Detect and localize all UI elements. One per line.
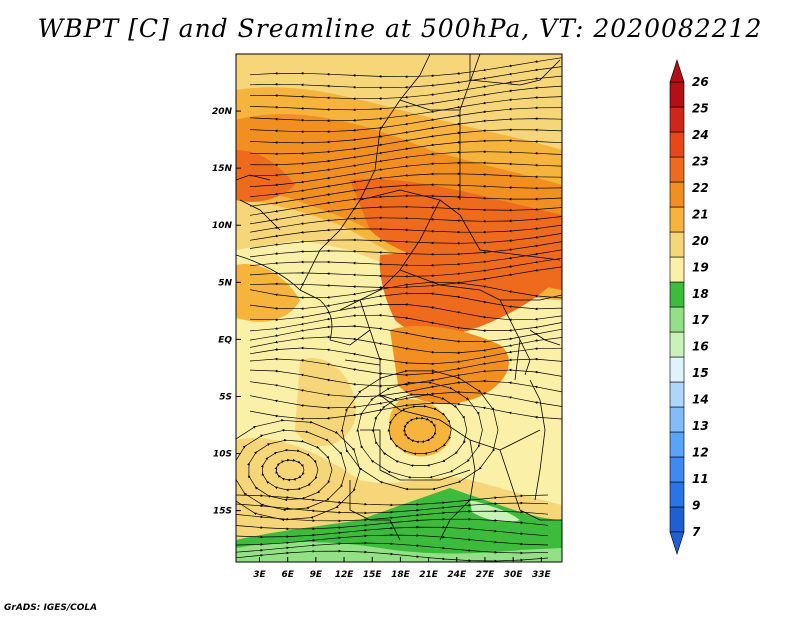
- lon-tick-label: 6E: [281, 570, 294, 580]
- colorbar-label: 20: [692, 234, 709, 248]
- colorbar-label: 26: [692, 75, 709, 89]
- map-title: WBPT [C] and Sreamline at 500hPa, VT: 20…: [37, 14, 763, 43]
- colorbar-segment: [669, 381, 685, 408]
- colorbar-segment: [669, 406, 685, 433]
- lat-tick-label: 15N: [212, 164, 233, 174]
- colorbar-segment: [669, 456, 685, 483]
- colorbar-label: 9: [692, 499, 700, 513]
- colorbar-segment: [669, 181, 685, 208]
- colorbar-segment: [669, 431, 685, 458]
- streamline: [249, 224, 562, 241]
- colorbar-min-arrow: [669, 531, 685, 555]
- streamlines: [236, 57, 562, 562]
- colorbar-label: 13: [692, 419, 709, 433]
- lat-tick-label: 10S: [213, 450, 232, 460]
- lon-tick-label: 9E: [310, 570, 323, 580]
- lat-tick-label: 15S: [213, 507, 232, 517]
- colorbar-label: 21: [692, 207, 709, 221]
- colorbar: 7 9 11 12 13 14 15 16 17 18 19 20 21 22 23 24 25 26: [669, 59, 709, 555]
- colorbar-segment: [669, 281, 685, 308]
- colorbar-segment: [669, 356, 685, 383]
- lon-tick-label: 18E: [391, 570, 411, 580]
- colorbar-label: 7: [692, 525, 701, 539]
- colorbar-label: 19: [692, 260, 709, 274]
- lon-tick-label: 15E: [363, 570, 383, 580]
- lat-tick-label: 5N: [218, 278, 232, 288]
- streamline: [236, 549, 549, 562]
- latitude-axis: 20N 15N 10N 5N EQ 5S 10S 15S: [212, 107, 241, 517]
- colorbar-label: 16: [692, 340, 709, 354]
- colorbar-segment: [669, 206, 685, 233]
- colorbar-label: 11: [692, 472, 709, 486]
- colorbar-label: 15: [692, 366, 709, 380]
- lat-tick-label: 5S: [219, 392, 232, 402]
- lon-tick-label: 27E: [476, 570, 496, 580]
- colorbar-label: 23: [692, 154, 709, 168]
- colorbar-segment: [669, 106, 685, 133]
- colorbar-segment: [669, 156, 685, 183]
- colorbar-segment: [669, 131, 685, 158]
- streamline: [249, 205, 562, 225]
- longitude-axis: 3E 6E 9E 12E 15E 18E 21E 24E 27E 30E 33E: [253, 557, 552, 580]
- colorbar-label: 17: [692, 313, 709, 327]
- colorbar-label: 22: [692, 181, 709, 195]
- lon-tick-label: 3E: [253, 570, 266, 580]
- colorbar-segment: [669, 331, 685, 358]
- colorbar-segment: [669, 256, 685, 283]
- lat-tick-label: 20N: [212, 107, 233, 117]
- colorbar-label: 14: [692, 393, 709, 407]
- colorbar-segment: [669, 231, 685, 258]
- plot-frame: [235, 53, 563, 563]
- colorbar-label: 18: [692, 287, 709, 301]
- colorbar-segment: [669, 306, 685, 333]
- colorbar-segment: [669, 481, 685, 508]
- grads-credit: GrADS: IGES/COLA: [4, 603, 98, 613]
- colorbar-segment: [669, 81, 685, 108]
- streamline: [249, 233, 562, 249]
- lon-tick-label: 24E: [447, 570, 467, 580]
- colorbar-segment: [669, 506, 685, 533]
- colorbar-max-arrow: [669, 59, 685, 83]
- lon-tick-label: 21E: [419, 570, 439, 580]
- colorbar-label: 25: [692, 101, 709, 115]
- streamline: [249, 216, 562, 233]
- colorbar-label: 12: [692, 446, 709, 460]
- lat-tick-label: EQ: [218, 335, 232, 345]
- lon-tick-label: 30E: [504, 570, 524, 580]
- colorbar-label: 24: [692, 128, 709, 142]
- wbpt-shading: [236, 54, 562, 562]
- lon-tick-label: 33E: [532, 570, 552, 580]
- lat-tick-label: 10N: [212, 221, 233, 231]
- lon-tick-label: 12E: [335, 570, 355, 580]
